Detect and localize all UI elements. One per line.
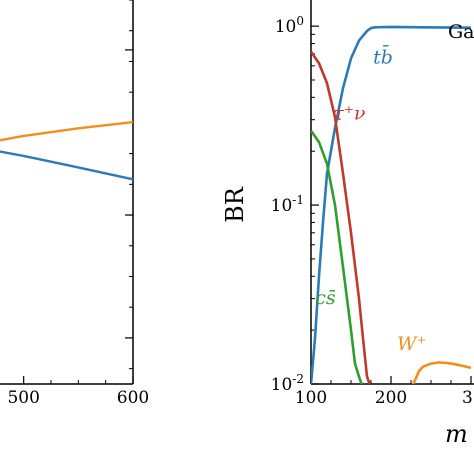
right-y-tick-label: 100	[275, 14, 304, 37]
left-series-line-1	[0, 150, 134, 181]
right-series-line-1	[311, 50, 371, 384]
right-y-tick-label: 10-1	[271, 193, 304, 216]
legend-title: Ga	[448, 21, 474, 43]
series-annotation: tb̄	[373, 44, 393, 68]
left-panel: 500 600	[0, 0, 149, 408]
left-x-tick-label: 600	[117, 388, 149, 408]
series-annotation: cs̄	[315, 287, 336, 309]
right-series-line-0	[311, 25, 472, 384]
right-series-line-2	[311, 130, 363, 384]
x-axis-label: m	[445, 420, 468, 448]
right-y-tick-label: 10-2	[271, 372, 304, 395]
right-x-tick-label: 30	[462, 388, 474, 408]
series-annotation: τ⁺ν	[333, 103, 366, 125]
series-annotation: W⁺	[397, 333, 427, 355]
right-panel: 100 200 30 100 10-1 10-2 tb̄ τ⁺ν cs̄ W⁺ BR m Ga	[221, 0, 474, 448]
right-x-tick-label: 100	[295, 388, 327, 408]
left-series-line-0	[0, 120, 134, 142]
right-series-line-3	[411, 361, 472, 384]
right-x-tick-label: 200	[375, 388, 407, 408]
y-axis-label: BR	[221, 186, 249, 223]
left-x-tick-label: 500	[7, 388, 39, 408]
